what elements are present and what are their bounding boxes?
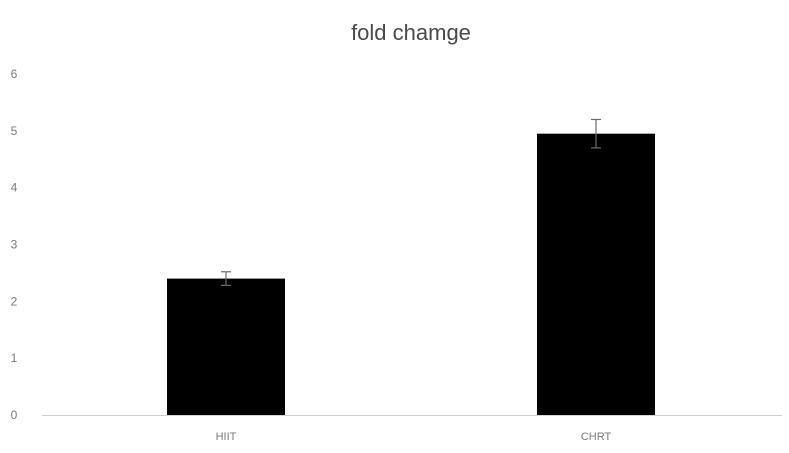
bars-group (167, 118, 655, 416)
y-tick-label: 1 (11, 351, 18, 365)
error-bar-chrt (591, 118, 601, 149)
y-tick-label: 3 (11, 238, 18, 252)
x-tick-label: HIIT (216, 431, 237, 443)
y-tick-label: 6 (11, 67, 18, 81)
y-axis-ticks: 0 1 2 3 4 5 6 (11, 67, 18, 422)
x-tick-label: CHRT (581, 431, 612, 443)
error-bar-hiit (221, 271, 231, 287)
bar-hiit (167, 278, 285, 415)
bar-chrt (537, 133, 655, 416)
chart-title: fold chamge (351, 20, 471, 45)
y-tick-label: 0 (11, 408, 18, 422)
y-tick-label: 2 (11, 294, 18, 308)
x-axis-labels: HIIT CHRT (216, 431, 612, 443)
y-tick-label: 4 (11, 181, 18, 195)
y-tick-label: 5 (11, 124, 18, 138)
